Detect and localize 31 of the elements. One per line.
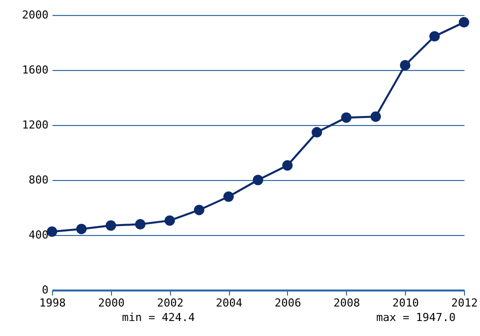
point <box>282 160 293 171</box>
y-tick-label: 400 <box>28 228 48 242</box>
text: min = 424.4 <box>122 311 196 324</box>
point <box>194 204 204 216</box>
y-tick-label: 1200 <box>22 118 48 132</box>
point <box>458 17 470 28</box>
x-tick-label: 2008 <box>334 296 360 310</box>
text: max = 1947.0 <box>376 311 456 324</box>
x-tick-label: 2000 <box>98 296 125 310</box>
point <box>429 31 440 42</box>
point <box>106 220 116 231</box>
point <box>135 219 146 230</box>
x-tick-label: 2006 <box>274 296 302 310</box>
point <box>312 127 322 138</box>
x-tick-label: 2012 <box>451 296 478 310</box>
x-tick-label: 2004 <box>216 296 243 310</box>
point <box>164 215 175 226</box>
point <box>223 191 234 202</box>
x-tick-label: 1998 <box>39 296 66 310</box>
x-tick-label: 2002 <box>156 296 184 310</box>
y-tick-label: 1600 <box>22 64 48 76</box>
y-tick-label: 0 <box>42 284 48 296</box>
y-tick-label: 800 <box>28 174 48 186</box>
point <box>341 112 352 123</box>
x-tick-label: 2010 <box>392 296 419 310</box>
point <box>252 174 264 186</box>
point <box>400 60 410 70</box>
point <box>46 226 58 237</box>
y-tick-label: 2000 <box>22 8 48 22</box>
point <box>370 111 381 122</box>
point <box>76 224 87 234</box>
